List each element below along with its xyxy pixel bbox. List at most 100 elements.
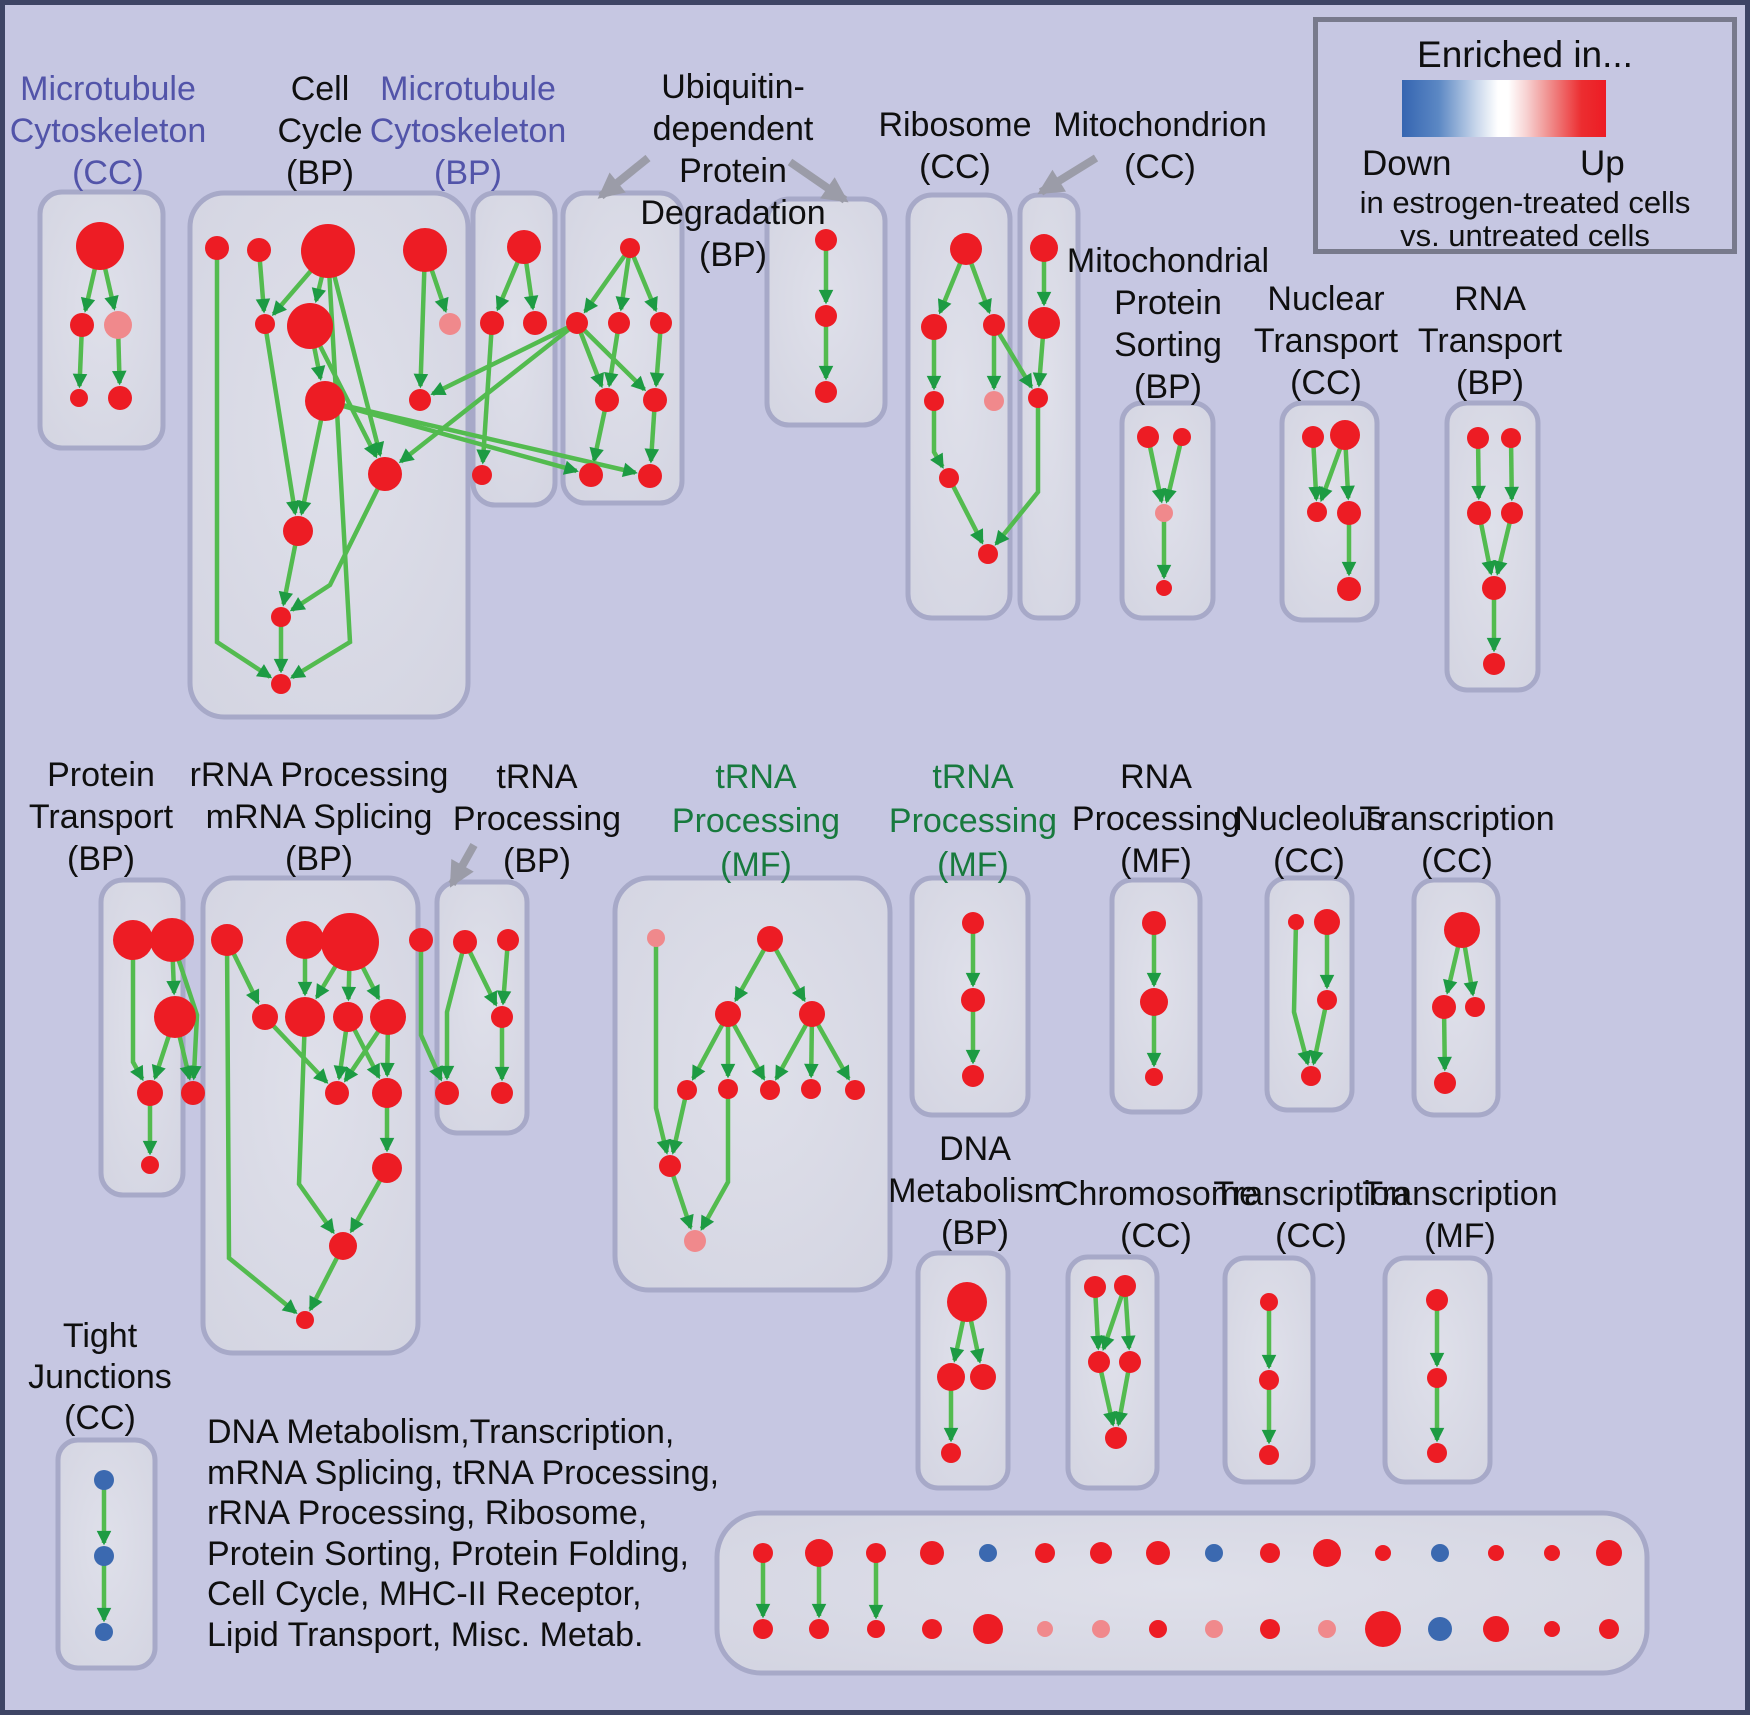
cluster-box-nucleartransport (1279, 400, 1380, 623)
go-term-node-mt1 (76, 222, 124, 270)
go-term-node-W8 (801, 1079, 821, 1099)
cluster-box-trnamf1 (612, 875, 893, 1293)
go-term-node-w15t (1544, 1545, 1560, 1561)
cluster-label-txcc2: Transcription (CC) (1359, 800, 1554, 880)
go-term-node-w6t (1035, 1543, 1055, 1563)
go-term-node-F3 (1427, 1443, 1447, 1463)
go-term-node-B1 (507, 230, 541, 264)
cluster-label-txcc3: Transcription (CC) (1213, 1175, 1408, 1255)
go-term-node-S4 (137, 1080, 163, 1106)
go-term-node-U5 (491, 1082, 513, 1104)
go-term-node-E1 (1260, 1293, 1278, 1311)
go-term-node-W1 (647, 929, 665, 947)
bottom-note-line: Lipid Transport, Misc. Metab. (207, 1615, 644, 1654)
edge-t-r1 (583, 246, 632, 314)
edge-h-b2 (324, 398, 638, 477)
go-term-node-R6 (1483, 653, 1505, 675)
go-term-node-S1 (113, 920, 153, 960)
bottom-note: DNA Metabolism,Transcription, mRNA Splici… (207, 1412, 719, 1655)
go-term-node-E2 (1259, 1370, 1279, 1390)
go-term-node-d (403, 228, 447, 272)
edge-c-m (290, 250, 353, 680)
go-term-node-C5 (1105, 1427, 1127, 1449)
legend-up-label: Up (1580, 144, 1625, 183)
cluster-label-rpmf: RNA Processing (MF) (1072, 758, 1240, 880)
cluster-label-tightjunctions: Tight Junctions (CC) (28, 1317, 172, 1437)
go-term-node-R2 (1501, 428, 1521, 448)
go-term-node-T1 (211, 924, 243, 956)
go-term-node-V4 (1434, 1072, 1456, 1094)
go-term-node-m2 (643, 388, 667, 412)
go-term-node-D2 (937, 1363, 965, 1391)
go-term-node-W10 (659, 1155, 681, 1177)
go-term-node-W5 (677, 1080, 697, 1100)
go-term-node-rB (921, 314, 947, 340)
go-term-node-w7b (1092, 1620, 1110, 1638)
go-term-node-w12t (1375, 1545, 1391, 1561)
go-term-node-j (368, 457, 402, 491)
go-term-node-F2 (1427, 1368, 1447, 1388)
edge-a-m (214, 248, 273, 679)
cluster-label-mtcc: Microtubule Cytoskeleton (CC) (10, 70, 207, 192)
go-term-node-W4 (799, 1001, 825, 1027)
go-term-node-R4 (1501, 502, 1523, 524)
go-term-node-T4 (409, 928, 433, 952)
go-term-node-P4 (1156, 580, 1172, 596)
go-term-node-rC (983, 314, 1005, 336)
edge-Z3-Z4 (1309, 999, 1330, 1066)
go-term-node-B4 (472, 465, 492, 485)
bottom-note-line: Cell Cycle, MHC-II Receptor, (207, 1575, 642, 1613)
edge-t-r2 (615, 247, 633, 312)
go-term-node-P2 (1173, 428, 1191, 446)
legend-title: Enriched in... (1417, 34, 1633, 75)
edge-W1-W10 (653, 938, 671, 1155)
cluster-label-proteintransport: Protein Transport (BP) (29, 756, 174, 878)
go-term-node-D3 (970, 1364, 996, 1390)
edge-Z1-Z4 (1291, 921, 1312, 1066)
cluster-box-mtbp (470, 190, 558, 508)
edge-j-l (289, 473, 388, 612)
go-term-node-w9b (1205, 1620, 1223, 1638)
cluster-box-nucleolus (1264, 875, 1355, 1113)
go-term-node-Z2 (1314, 909, 1340, 935)
edge-r1-j (398, 321, 579, 464)
go-term-node-T7 (333, 1002, 363, 1032)
label-pointer-arrow-3 (1037, 154, 1099, 196)
cluster-label-trnabp: tRNA Processing (BP) (453, 758, 621, 880)
edge-mJ-rG (994, 398, 1041, 546)
edge-C2-C3 (1100, 1285, 1128, 1352)
go-term-node-i (409, 389, 431, 411)
go-term-node-w10t (1260, 1543, 1280, 1563)
go-term-node-m1 (595, 388, 619, 412)
go-term-node-Q4 (1337, 501, 1361, 525)
go-term-node-r2 (608, 312, 630, 334)
go-term-node-S6 (141, 1156, 159, 1174)
go-term-node-V3 (1465, 997, 1485, 1017)
go-term-node-W2 (757, 926, 783, 952)
go-term-node-D4 (941, 1443, 961, 1463)
go-term-node-r3 (650, 312, 672, 334)
cluster-label-nucleartransport: Nuclear Transport (CC) (1254, 280, 1399, 402)
go-term-node-C2 (1114, 1275, 1136, 1297)
go-term-node-t (620, 238, 640, 258)
go-term-node-r1 (566, 312, 588, 334)
edge-R2-R4 (1504, 437, 1519, 502)
go-term-node-F1 (1426, 1289, 1448, 1311)
cluster-box-rnatransport (1444, 400, 1541, 693)
go-term-node-P1 (1137, 426, 1159, 448)
go-term-node-T6 (285, 997, 325, 1037)
go-term-node-m (271, 674, 291, 694)
edge-rC-mJ (992, 323, 1034, 389)
go-term-node-rE (984, 391, 1004, 411)
go-term-node-mt2 (70, 313, 94, 337)
legend-caption-line2: vs. untreated cells (1400, 218, 1650, 253)
go-term-node-T2 (286, 921, 324, 959)
cluster-label-nucleolus: Nucleolus (CC) (1234, 800, 1383, 880)
cluster-label-trnamf2: tRNA Processing (MF) (889, 758, 1057, 884)
go-term-node-Z3 (1317, 990, 1337, 1010)
go-term-node-w5b (973, 1614, 1003, 1644)
go-term-node-Q1 (1302, 426, 1324, 448)
go-term-node-b1 (579, 463, 603, 487)
go-term-node-w7t (1090, 1542, 1112, 1564)
